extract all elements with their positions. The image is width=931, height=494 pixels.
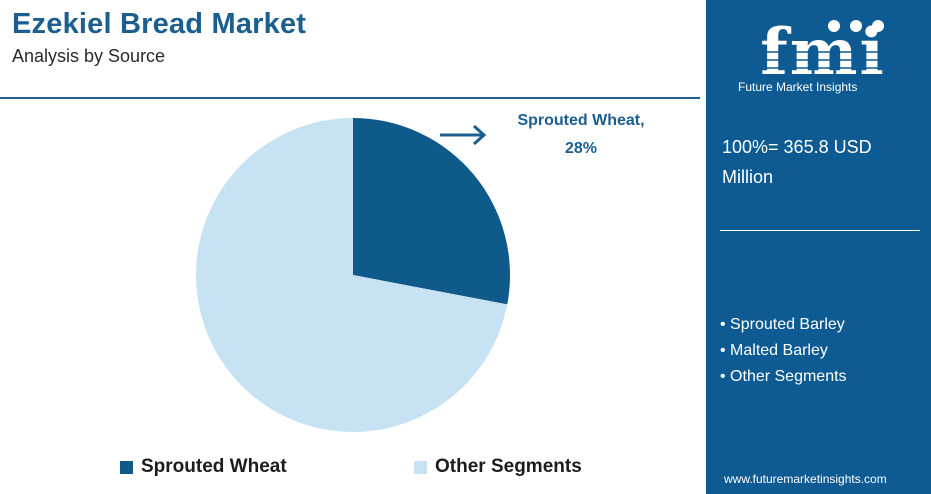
legend-swatch-sprouted-wheat [120, 460, 133, 474]
chart-panel: Ezekiel Bread Market Analysis by Source … [0, 8, 706, 480]
segment-item: • Sprouted Barley [720, 316, 845, 333]
logo-subtitle: Future Market Insights [738, 80, 858, 94]
market-total: 100%= 365.8 USD Million [722, 137, 872, 187]
legend-item-sprouted-wheat: Sprouted Wheat [120, 456, 287, 478]
segment-list: • Sprouted Barley • Malted Barley • Othe… [720, 312, 847, 390]
legend-label-sprouted-wheat: Sprouted Wheat [141, 456, 287, 477]
page-subtitle: Analysis by Source [12, 46, 166, 66]
title-divider [0, 97, 700, 99]
pie-slice-sprouted-wheat [353, 118, 511, 305]
legend-item-other-segments: Other Segments [414, 456, 582, 478]
info-sidebar: fmi Future Market Insights 100%= 365.8 U… [706, 0, 931, 494]
website-link[interactable]: www.futuremarketinsights.com [724, 472, 887, 486]
page-title: Ezekiel Bread Market [12, 8, 307, 40]
fmi-logo: fmi [758, 15, 888, 90]
slice-annotation-label: Sprouted Wheat, [517, 112, 645, 129]
slice-annotation: Sprouted Wheat, 28% [496, 107, 666, 163]
legend-label-other-segments: Other Segments [435, 456, 582, 477]
callout-arrow-icon [440, 124, 487, 146]
legend: Sprouted Wheat Other Segments [0, 456, 706, 480]
legend-swatch-other-segments [414, 460, 427, 474]
segment-item: • Other Segments [720, 368, 847, 385]
segment-item: • Malted Barley [720, 342, 828, 359]
pie-chart [195, 118, 511, 433]
slice-annotation-value: 28% [564, 140, 598, 157]
pie-slice-other-segments [195, 118, 508, 433]
sidebar-divider [720, 230, 920, 231]
